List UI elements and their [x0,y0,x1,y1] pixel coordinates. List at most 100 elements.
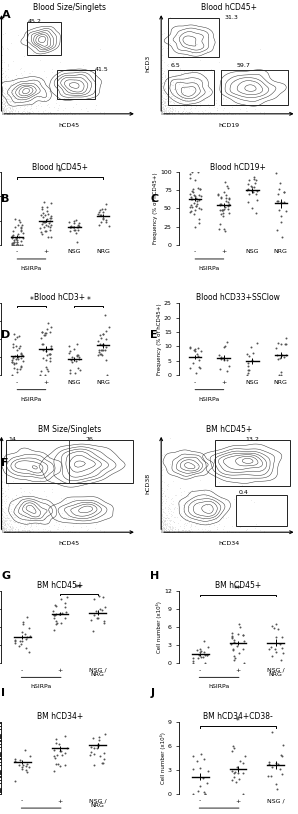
Point [192,76,196,89]
Point [0,93,5,106]
Point [55,520,60,533]
Text: 59.7: 59.7 [237,63,251,68]
Point [10,521,15,534]
Text: hSIRPa: hSIRPa [199,266,220,271]
Point [64,606,69,619]
Point [159,77,164,90]
Point [0,106,5,119]
Point [7,526,12,539]
Point [4,98,9,112]
Point [0,523,5,536]
Point [1,495,6,508]
Point [4,107,9,120]
Point [2,107,7,120]
Point [166,479,170,492]
Point [15,501,20,514]
Point [159,79,164,92]
Point [184,519,189,532]
Point [7,79,12,92]
Point [42,93,47,106]
Point [162,97,166,110]
Point [69,107,74,120]
Point [1,513,6,526]
Point [104,325,108,338]
Point [1,67,6,80]
Point [196,202,201,215]
Point [207,524,212,537]
Point [258,463,263,476]
Point [190,192,194,205]
Point [230,101,235,114]
Point [52,526,57,539]
Point [7,519,11,532]
Point [179,69,184,82]
Point [198,526,203,539]
Point [180,91,184,104]
Point [179,105,184,118]
Point [223,73,228,86]
Point [0,93,4,106]
Point [18,361,23,374]
Point [8,502,13,515]
Point [24,526,29,539]
Point [0,526,4,539]
Point [0,102,5,115]
Point [7,106,12,119]
Point [209,66,214,79]
Point [161,516,166,529]
Point [21,105,26,118]
Point [2,515,7,528]
Point [6,504,11,517]
Point [12,510,16,523]
Point [159,93,164,106]
Point [170,514,175,527]
Point [269,760,274,773]
Point [0,523,4,536]
Point [212,107,216,120]
Point [1,520,6,533]
Point [216,187,221,200]
Point [93,522,98,535]
Point [77,216,81,229]
Point [45,509,50,522]
Point [196,194,201,207]
Point [18,238,22,251]
Point [161,525,166,538]
Point [165,71,170,84]
Point [38,97,42,110]
Point [1,94,5,107]
Point [13,221,17,234]
Point [3,92,7,105]
Point [77,363,82,376]
Point [159,515,164,528]
Point [3,501,7,514]
Point [179,107,183,120]
Point [181,498,185,511]
Point [159,84,164,97]
Point [58,617,63,630]
Point [162,524,167,537]
Point [63,73,68,86]
Point [278,654,283,667]
Point [1,523,6,536]
Point [159,96,164,109]
Point [196,651,201,664]
Point [165,526,170,539]
Point [0,488,4,501]
Point [3,489,7,502]
Point [5,509,10,522]
Point [46,101,51,114]
Point [221,523,226,536]
Point [167,11,172,24]
Point [186,523,191,536]
Point [0,525,4,538]
Point [200,523,205,536]
Point [33,101,38,114]
Point [159,106,164,119]
Point [58,593,63,606]
Point [5,107,10,120]
Point [161,103,166,116]
Point [186,524,191,537]
Point [98,523,103,536]
Point [18,363,23,376]
